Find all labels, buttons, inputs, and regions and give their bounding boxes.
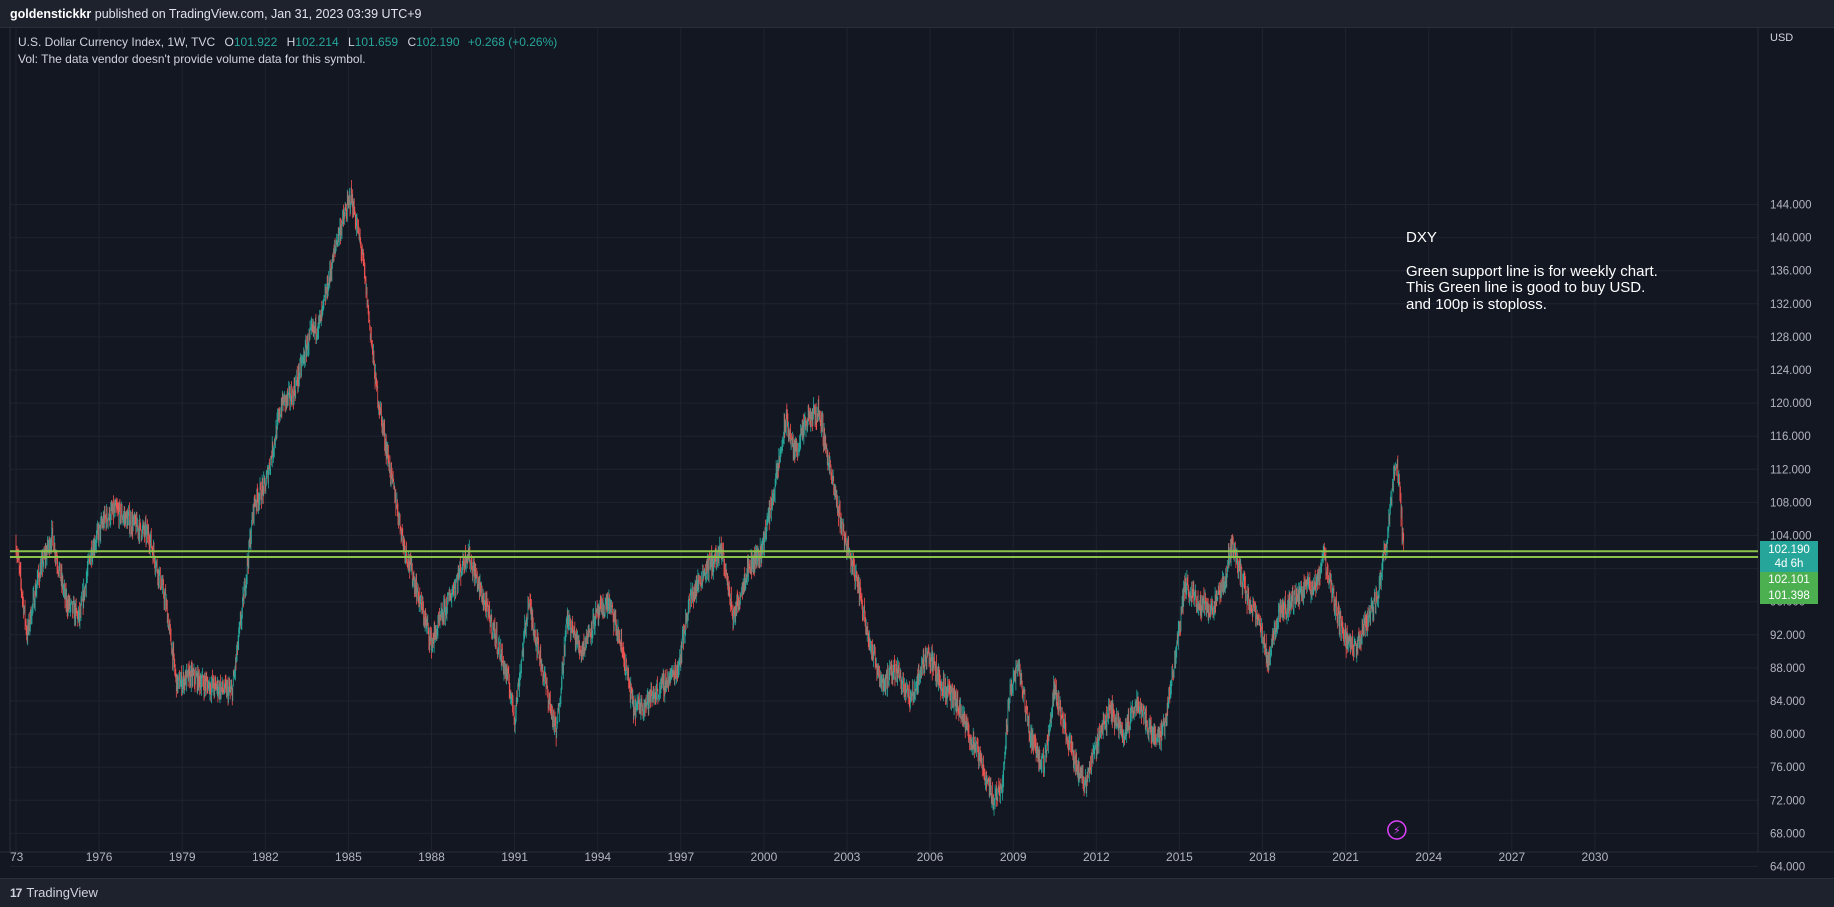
y-tick-label: 144.000 <box>1770 200 1812 212</box>
y-tick-label: 92.000 <box>1770 630 1805 642</box>
legend-ohlc-row: U.S. Dollar Currency Index, 1W, TVC O101… <box>18 34 557 51</box>
x-tick-label: 2030 <box>1582 850 1609 864</box>
last-price-value: 102.190 <box>1768 544 1810 557</box>
close-label: C <box>407 35 417 49</box>
x-tick-label: 1985 <box>335 850 362 864</box>
lightning-icon: ⚡ <box>1393 824 1401 837</box>
x-tick-label: 1994 <box>584 850 611 864</box>
candles <box>15 179 1405 816</box>
y-tick-label: 68.000 <box>1770 828 1805 840</box>
tradingview-logo[interactable]: 17 TradingView <box>10 885 98 900</box>
support-lower-tag: 101.398 <box>1760 588 1818 605</box>
high-value: 102.214 <box>295 35 339 49</box>
x-tick-label: 73 <box>10 850 24 864</box>
y-tick-label: 128.000 <box>1770 332 1812 344</box>
currency-label: USD <box>1770 32 1794 44</box>
x-tick-label: 1988 <box>418 850 445 864</box>
x-tick-label: 2021 <box>1332 850 1359 864</box>
annotation-line-3: and 100p is stoploss. <box>1406 295 1547 313</box>
y-tick-label: 80.000 <box>1770 729 1805 741</box>
y-tick-label: 140.000 <box>1770 233 1812 245</box>
x-tick-label: 2006 <box>917 850 944 864</box>
x-tick-label: 2018 <box>1249 850 1276 864</box>
y-tick-label: 104.000 <box>1770 531 1812 543</box>
y-tick-label: 76.000 <box>1770 762 1805 774</box>
y-tick-label: 120.000 <box>1770 398 1812 410</box>
annotation-line-2: This Green line is good to buy USD. <box>1406 279 1646 296</box>
published-info: goldenstickkr published on TradingView.c… <box>10 7 422 21</box>
x-tick-label: 2012 <box>1083 850 1110 864</box>
x-tick-label: 1976 <box>86 850 113 864</box>
x-tick-label: 1991 <box>501 850 528 864</box>
high-label: H <box>286 35 296 49</box>
y-tick-label: 136.000 <box>1770 266 1812 278</box>
y-tick-label: 112.000 <box>1770 464 1811 476</box>
published-text: published on TradingView.com, Jan 31, 20… <box>94 7 422 21</box>
footer-bar: 17 TradingView <box>0 878 1834 907</box>
y-tick-label: 88.000 <box>1770 663 1805 675</box>
event-marker-icon <box>1387 820 1407 840</box>
chart-annotation[interactable]: DXY Green support line is for weekly cha… <box>1406 229 1658 313</box>
tradingview-brand: TradingView <box>26 885 98 900</box>
last-price-tag: 102.190 4d 6h <box>1760 541 1818 573</box>
x-tick-label: 2027 <box>1498 850 1525 864</box>
x-tick-label: 2003 <box>834 850 861 864</box>
close-value: 102.190 <box>416 35 460 49</box>
tradingview-logo-icon: 17 <box>10 885 22 900</box>
support-upper-tag: 102.101 <box>1760 572 1818 589</box>
low-label: L <box>348 35 355 49</box>
price-chart[interactable]: 64.000 68.000 72.000 76.000 80.000 84.000 88.0… <box>0 28 1834 878</box>
bar-countdown: 4d 6h <box>1774 558 1804 571</box>
change-value: +0.268 (+0.26%) <box>467 35 558 49</box>
symbol-line[interactable]: U.S. Dollar Currency Index, 1W, TVC <box>18 35 216 49</box>
annotation-title: DXY <box>1406 229 1437 246</box>
x-tick-label: 2000 <box>751 850 778 864</box>
open-label: O <box>224 35 234 49</box>
x-tick-label: 1982 <box>252 850 279 864</box>
volume-note: Vol: The data vendor doesn't provide vol… <box>18 52 366 66</box>
y-tick-label: 72.000 <box>1770 795 1805 807</box>
y-tick-label: 64.000 <box>1770 862 1805 874</box>
low-value: 101.659 <box>354 35 399 49</box>
x-tick-label: 1979 <box>169 850 196 864</box>
open-value: 101.922 <box>233 35 278 49</box>
y-tick-label: 116.000 <box>1770 431 1811 443</box>
annotation-line-1: Green support line is for weekly chart. <box>1406 262 1658 280</box>
x-tick-label: 2009 <box>1000 850 1027 864</box>
chart-legend: U.S. Dollar Currency Index, 1W, TVC O101… <box>18 34 557 68</box>
y-tick-label: 84.000 <box>1770 696 1805 708</box>
author-name[interactable]: goldenstickkr <box>10 7 92 21</box>
x-tick-label: 1997 <box>667 850 694 864</box>
x-tick-label: 2015 <box>1166 850 1193 864</box>
y-tick-label: 132.000 <box>1770 299 1812 311</box>
y-tick-label: 108.000 <box>1770 497 1812 509</box>
x-tick-label: 2024 <box>1415 850 1442 864</box>
y-tick-label: 124.000 <box>1770 365 1812 377</box>
publish-header: goldenstickkr published on TradingView.c… <box>0 0 1834 28</box>
